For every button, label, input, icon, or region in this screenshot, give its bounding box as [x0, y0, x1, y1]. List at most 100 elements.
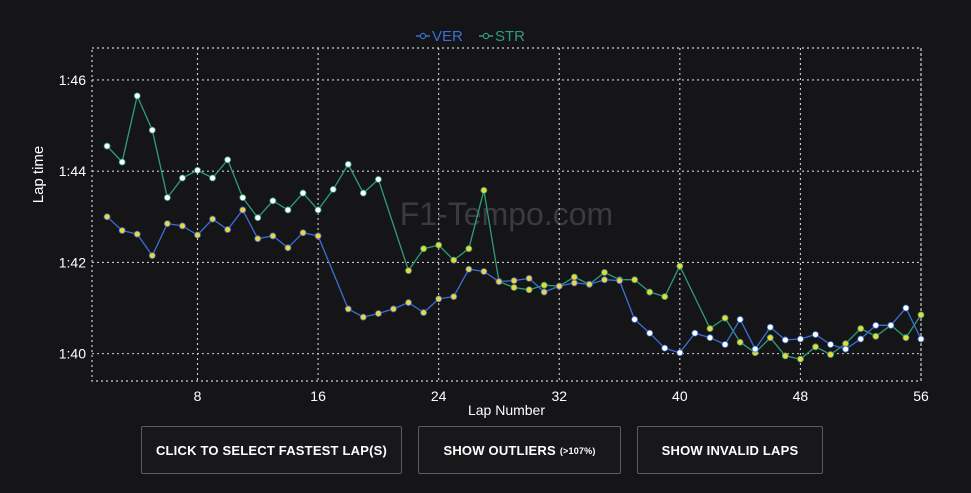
data-point-str	[224, 156, 232, 164]
data-point-str	[405, 267, 412, 275]
data-point-ver	[631, 316, 639, 323]
data-point-str	[661, 293, 669, 301]
show-invalid-laps-button[interactable]: SHOW INVALID LAPS	[637, 426, 823, 474]
data-point-ver	[917, 335, 925, 343]
data-point-ver	[359, 313, 367, 321]
data-point-str	[510, 284, 518, 291]
x-tick-label: 48	[793, 388, 809, 404]
data-point-ver	[314, 232, 322, 240]
x-tick-label: 56	[913, 388, 929, 404]
data-point-str	[329, 186, 337, 193]
data-point-str	[827, 351, 834, 358]
data-point-ver	[616, 277, 623, 285]
data-point-ver	[601, 276, 608, 284]
data-point-ver	[450, 293, 458, 301]
data-point-ver	[194, 231, 201, 239]
data-point-ver	[510, 277, 518, 285]
chart-svg: F1-Tempo.com 1:40 1:42 1:44 1:46 8 16 24 32 40 48 5…	[30, 28, 929, 418]
data-point-str	[269, 197, 277, 205]
data-point-ver	[555, 282, 563, 290]
y-axis-label: Lap time	[30, 146, 47, 204]
data-point-ver	[812, 331, 819, 338]
data-point-ver	[676, 349, 684, 357]
show-outliers-label: SHOW OUTLIERS	[443, 442, 556, 458]
data-point-ver	[842, 345, 850, 353]
data-point-str	[163, 194, 171, 202]
data-point-str	[179, 174, 186, 182]
data-point-ver	[480, 268, 488, 275]
x-axis-label: Lap Number	[468, 402, 545, 418]
data-point-str	[676, 262, 684, 270]
data-point-str	[118, 158, 126, 166]
data-point-str	[284, 206, 292, 214]
data-point-ver	[586, 280, 593, 288]
data-point-ver	[797, 335, 804, 343]
data-point-ver	[706, 334, 714, 342]
data-point-ver	[435, 295, 443, 303]
lap-time-chart: F1-Tempo.com 1:40 1:42 1:44 1:46 8 16 24 32 40 48 5…	[30, 28, 929, 418]
x-tick-label: 24	[431, 388, 447, 404]
data-point-ver	[857, 335, 865, 343]
data-point-ver	[374, 310, 382, 317]
data-point-str	[133, 92, 141, 100]
data-point-ver	[209, 215, 216, 223]
show-outliers-button[interactable]: SHOW OUTLIERS (>107%)	[418, 426, 621, 474]
data-point-ver	[781, 336, 789, 344]
legend-marker-str	[482, 32, 490, 40]
data-point-str	[812, 343, 819, 351]
data-point-ver	[299, 229, 307, 237]
data-point-str	[631, 276, 639, 284]
data-point-str	[450, 256, 458, 264]
data-point-ver	[118, 227, 126, 234]
y-tick-label: 1:42	[59, 254, 86, 270]
data-point-str	[872, 332, 880, 340]
data-point-ver	[887, 321, 895, 329]
data-point-str	[917, 311, 925, 319]
data-point-ver	[239, 206, 247, 214]
data-point-str	[344, 160, 352, 168]
data-point-ver	[420, 309, 428, 316]
data-point-ver	[179, 222, 186, 230]
legend-label-str: STR	[495, 28, 525, 45]
data-point-ver	[736, 316, 744, 323]
data-point-ver	[540, 288, 548, 296]
data-point-str	[706, 325, 714, 332]
x-tick-label: 16	[310, 388, 326, 404]
data-point-str	[525, 286, 533, 294]
y-tick-label: 1:40	[59, 346, 86, 362]
show-outliers-note: (>107%)	[559, 446, 596, 456]
x-tick-label: 40	[672, 388, 688, 404]
x-tick-label: 32	[551, 388, 567, 404]
data-point-ver	[570, 279, 578, 287]
data-point-str	[359, 189, 367, 197]
data-point-ver	[525, 274, 533, 282]
data-point-str	[103, 142, 111, 150]
show-invalid-laps-label: SHOW INVALID LAPS	[661, 442, 799, 458]
data-point-str	[148, 126, 156, 134]
data-point-str	[902, 334, 910, 342]
data-point-str	[601, 269, 608, 276]
data-point-str	[420, 245, 428, 253]
data-point-str	[721, 314, 729, 322]
data-point-str	[239, 194, 247, 202]
watermark-text: F1-Tempo.com	[400, 196, 613, 232]
data-point-str	[465, 245, 473, 253]
select-fastest-laps-button[interactable]: CLICK TO SELECT FASTEST LAP(S)	[141, 426, 402, 474]
data-point-ver	[344, 305, 352, 313]
data-point-ver	[224, 226, 232, 233]
data-point-str	[374, 175, 382, 183]
data-point-ver	[269, 232, 277, 240]
data-point-str	[194, 166, 201, 174]
data-point-ver	[691, 329, 699, 337]
data-point-str	[254, 214, 262, 222]
data-point-ver	[103, 213, 111, 221]
data-point-str	[570, 273, 578, 281]
select-fastest-laps-label: CLICK TO SELECT FASTEST LAP(S)	[155, 442, 388, 458]
data-point-str	[299, 189, 307, 197]
legend-label-ver: VER	[432, 28, 463, 45]
data-point-ver	[902, 304, 910, 312]
y-tick-label: 1:44	[59, 163, 86, 179]
data-point-ver	[254, 235, 262, 243]
data-point-ver	[766, 323, 774, 331]
data-point-str	[857, 325, 865, 332]
